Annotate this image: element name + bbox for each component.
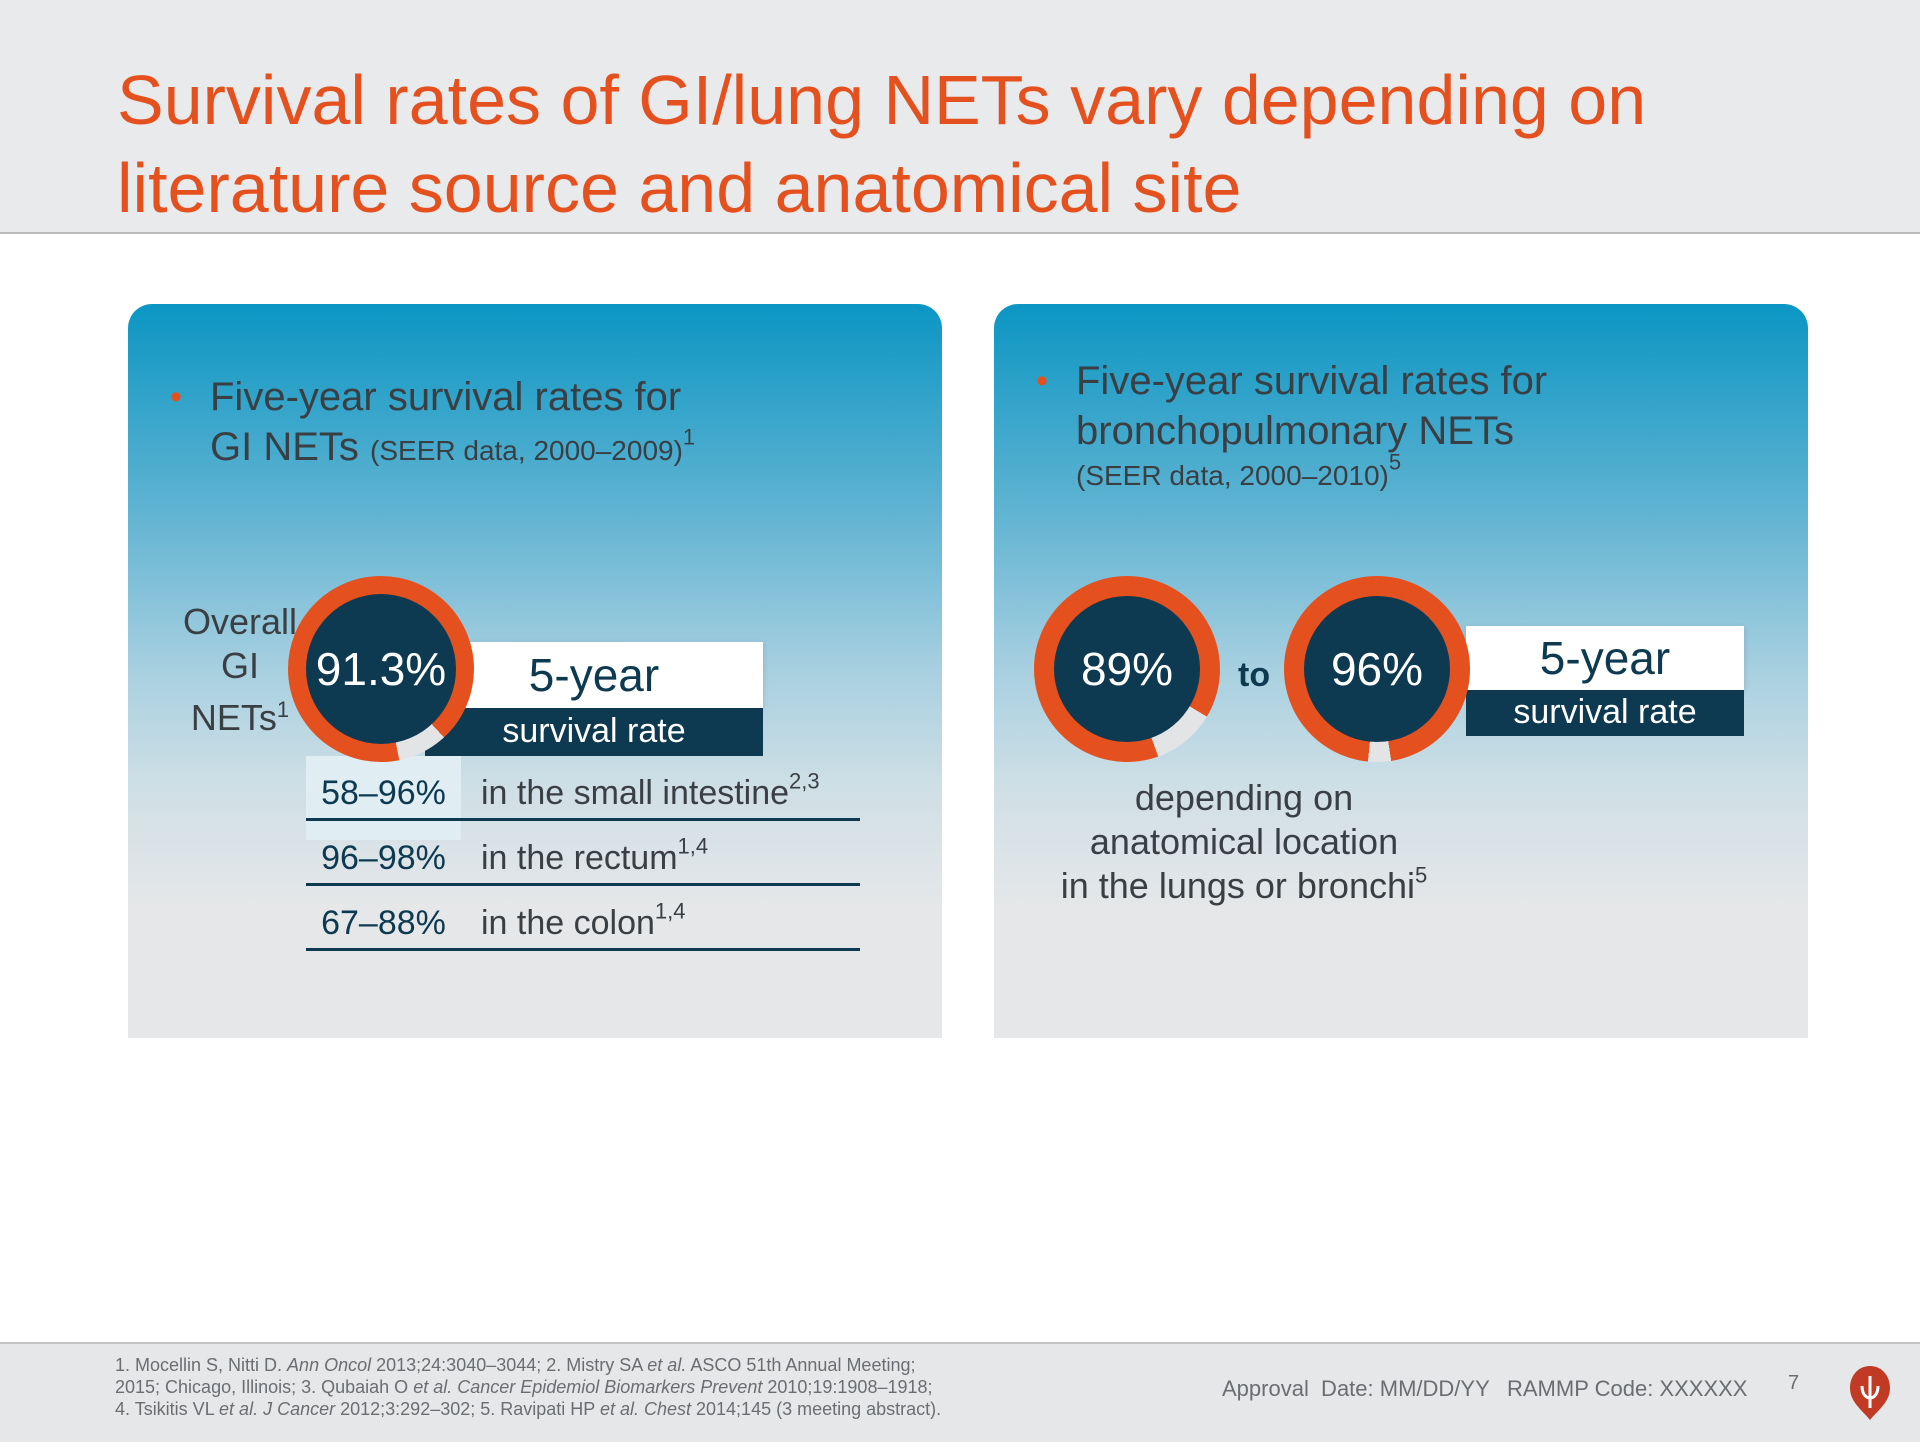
ref-text: 2012;3:292–302; 5. Ravipati HP: [335, 1399, 600, 1419]
ref-text: ASCO 51th Annual Meeting;: [686, 1355, 916, 1375]
bullet-dot-icon: •: [170, 378, 182, 416]
survival-rate-badge: 5-year survival rate: [1466, 626, 1744, 736]
bp-low-ring: 89%: [1008, 550, 1246, 788]
bp-bullet-ref: 5: [1388, 449, 1402, 475]
bp-high-value: 96%: [1304, 596, 1450, 742]
location-note-ref: 5: [1414, 862, 1428, 888]
ref-text: 1. Mocellin S, Nitti D.: [115, 1355, 288, 1375]
overall-label-line-2: GI: [220, 645, 259, 686]
ref-text: et al. Chest: [599, 1399, 692, 1419]
table-row-ref: 1,4: [654, 898, 686, 924]
ref-text: et al.: [647, 1355, 687, 1375]
gi-nets-panel: • Five-year survival rates for GI NETs (…: [128, 304, 942, 1038]
gi-bullet-ref: 1: [682, 424, 696, 450]
company-logo-icon: [1850, 1366, 1890, 1420]
overall-label-line-3: NETs: [190, 697, 277, 738]
location-note: depending on anatomical location in the …: [1024, 776, 1464, 908]
approval-date: Approval Date: MM/DD/YY: [1222, 1376, 1490, 1401]
table-row: 58–96% in the small intestine2,3: [306, 756, 860, 821]
gi-bullet-line-1: Five-year survival rates for: [210, 375, 682, 419]
table-row-ref: 1,4: [677, 833, 709, 859]
ref-text: et al. J Cancer: [219, 1399, 336, 1419]
bp-low-value: 89%: [1054, 596, 1200, 742]
bronchopulmonary-nets-panel: • Five-year survival rates for bronchopu…: [994, 304, 1808, 1038]
gi-bullet-main: GI NETs: [210, 425, 359, 469]
bp-high-ring: 96%: [1275, 567, 1479, 771]
ref-text: 2013;24:3040–3044; 2. Mistry SA: [371, 1355, 648, 1375]
slide-title-line-1: Survival rates of GI/lung NETs vary depe…: [117, 61, 1647, 139]
rammp-code: RAMMP Code: XXXXXX: [1507, 1376, 1748, 1401]
location-note-line-1: depending on: [1134, 777, 1354, 818]
badge-5-year: 5-year: [1466, 626, 1744, 690]
ref-text: Ann Oncol: [287, 1355, 372, 1375]
gi-bullet: • Five-year survival rates for GI NETs (…: [170, 372, 695, 476]
table-row-range: 58–96%: [321, 774, 446, 812]
table-row-range: 67–88%: [321, 904, 446, 942]
overall-label-ref: 1: [276, 697, 290, 722]
ref-text: et al. Cancer Epidemiol Biomarkers Preve…: [413, 1377, 763, 1397]
gi-site-table: 58–96% in the small intestine2,3 96–98% …: [306, 756, 860, 951]
bp-bullet: • Five-year survival rates for bronchopu…: [1036, 356, 1547, 496]
ref-text: 2015; Chicago, Illinois; 3. Qubaiah O: [115, 1377, 414, 1397]
overall-label-line-1: Overall: [182, 601, 298, 642]
table-row-site: in the colon: [481, 904, 655, 942]
gi-bullet-source: (SEER data, 2000–2009): [370, 435, 683, 466]
ref-text: 2014;145 (3 meeting abstract).: [691, 1399, 942, 1419]
gi-survival-value: 91.3%: [306, 594, 456, 744]
ref-text: 4. Tsikitis VL: [115, 1399, 220, 1419]
badge-5-year: 5-year: [425, 642, 763, 708]
range-to-label: to: [1238, 656, 1271, 694]
table-row: 96–98% in the rectum1,4: [306, 821, 860, 886]
ref-text: 2010;19:1908–1918;: [762, 1377, 933, 1397]
slide-title-line-2: literature source and anatomical site: [117, 149, 1242, 227]
bp-bullet-line-2: bronchopulmonary NETs: [1076, 409, 1514, 453]
table-row-site: in the rectum: [481, 839, 678, 877]
slide-title: Survival rates of GI/lung NETs vary depe…: [117, 56, 1817, 232]
location-note-line-3: in the lungs or bronchi: [1060, 865, 1415, 906]
bp-bullet-source: (SEER data, 2000–2010): [1076, 460, 1389, 491]
table-row-range: 96–98%: [321, 839, 446, 877]
bullet-dot-icon: •: [1036, 362, 1048, 400]
table-row-site: in the small intestine: [481, 774, 790, 812]
references: 1. Mocellin S, Nitti D. Ann Oncol 2013;2…: [115, 1354, 995, 1420]
badge-survival-rate: survival rate: [425, 708, 763, 756]
page-number: 7: [1788, 1372, 1800, 1394]
badge-survival-rate: survival rate: [1466, 690, 1744, 736]
location-note-line-2: anatomical location: [1089, 821, 1399, 862]
overall-gi-label: Overall GI NETs1: [150, 600, 330, 740]
table-row-ref: 2,3: [789, 768, 820, 794]
table-range-shade: [306, 756, 461, 840]
title-bar: Survival rates of GI/lung NETs vary depe…: [0, 0, 1920, 234]
footer-bar: [0, 1342, 1920, 1442]
survival-rate-badge: 5-year survival rate: [425, 642, 763, 756]
bp-bullet-line-1: Five-year survival rates for: [1076, 359, 1548, 403]
table-row: 67–88% in the colon1,4: [306, 886, 860, 951]
